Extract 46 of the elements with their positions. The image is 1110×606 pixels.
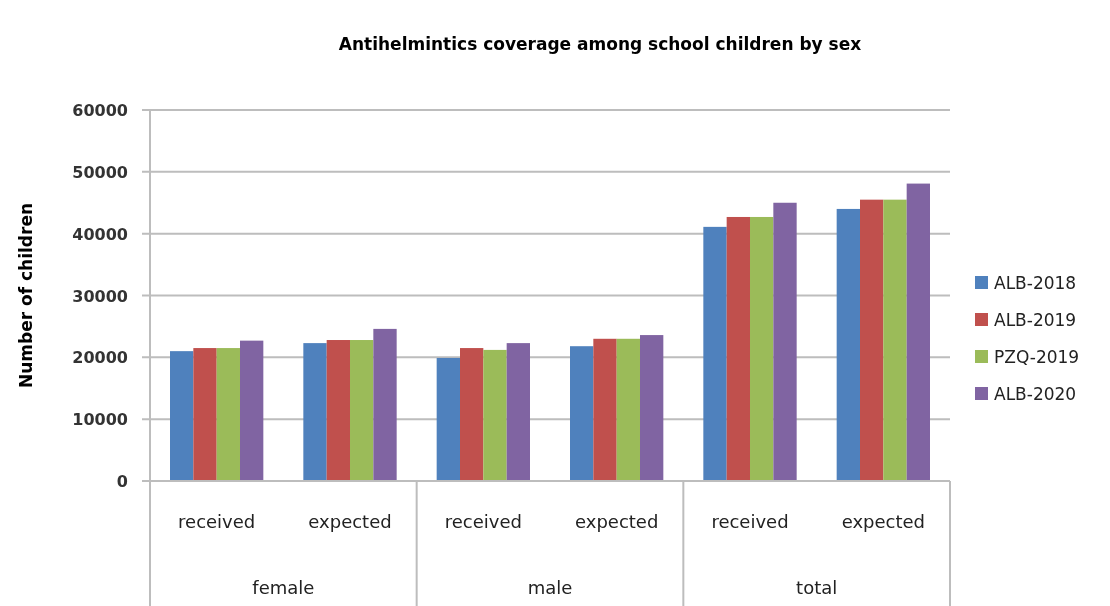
bar [193, 348, 217, 481]
y-tick-label: 40000 [72, 224, 128, 244]
legend-label: ALB-2019 [994, 310, 1077, 330]
bar [640, 335, 664, 481]
bar [373, 328, 397, 481]
text: total [796, 577, 838, 598]
legend-label: PZQ-2019 [994, 347, 1080, 367]
bar [506, 343, 530, 481]
chart-title: Antihelmintics coverage among school children by sex [338, 34, 862, 54]
text: male [527, 577, 573, 598]
bar [326, 340, 350, 481]
bar [726, 216, 750, 481]
bar [570, 346, 594, 481]
bar [350, 340, 374, 481]
y-tick-label: 10000 [72, 410, 128, 430]
legend-label: ALB-2020 [994, 384, 1077, 404]
y-tick-label: 60000 [72, 101, 128, 120]
y-axis-title: Number of children [16, 202, 36, 389]
bar [703, 226, 727, 481]
bar [750, 216, 774, 481]
bar [483, 349, 507, 481]
bar [436, 357, 460, 481]
legend-label: ALB-2018 [994, 273, 1077, 293]
text: female [252, 577, 315, 598]
bar [836, 208, 860, 481]
bar [170, 351, 194, 481]
x-tick-label: expected [574, 511, 659, 532]
bar [906, 183, 930, 481]
x-tick-label: received [178, 511, 256, 532]
x-tick-label: expected [308, 511, 392, 532]
bar [303, 343, 327, 481]
bar [593, 338, 617, 481]
x-tick-label: expected [841, 511, 926, 532]
x-tick-label: received [444, 511, 522, 532]
bar [216, 348, 240, 481]
y-tick-label: 50000 [72, 162, 128, 182]
bar [883, 199, 907, 481]
bar [240, 340, 264, 481]
bar [616, 338, 640, 481]
y-tick-label: 20000 [72, 348, 128, 368]
y-tick-label: 30000 [72, 286, 128, 306]
x-tick-label: received [711, 511, 789, 532]
bar [773, 202, 797, 481]
bar [860, 199, 884, 481]
bar [460, 348, 484, 481]
y-tick-label: 0 [116, 472, 128, 491]
